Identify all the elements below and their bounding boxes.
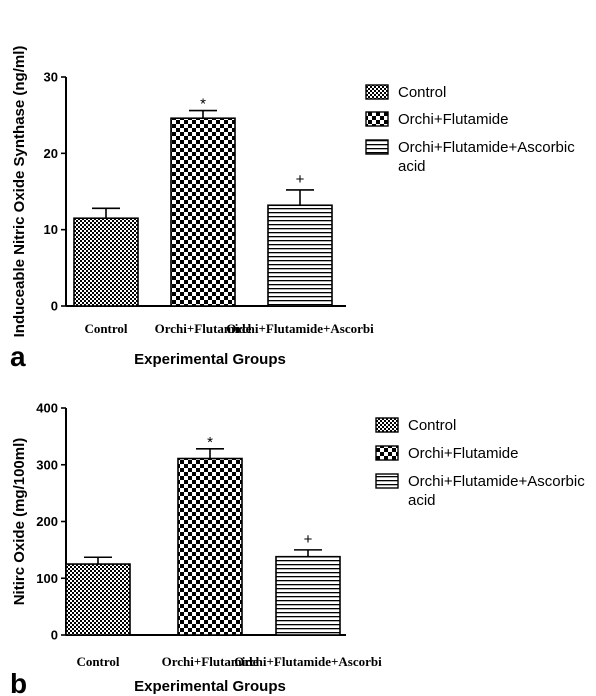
y-axis-label: Induceable Nitric Oxide Synthase (ng/ml): [11, 46, 28, 338]
significance-mark: +: [304, 531, 313, 548]
panel-b: 0 100 200 300 400 Control * Orchi+Flutamide + Orc…: [10, 401, 585, 696]
significance-mark: *: [207, 434, 213, 451]
panel-label: b: [10, 668, 27, 696]
category-label: Orchi+Flutamide: [162, 654, 259, 669]
legend-entry: Orchi+Flutamide: [398, 111, 508, 128]
category-label: Orchi+Flutamide+Ascorbi: [234, 654, 382, 669]
y-tick-label: 10: [44, 222, 58, 237]
legend-swatch: [375, 417, 399, 433]
legend-entry: Orchi+Flutamide+Ascorbic: [408, 473, 585, 490]
legend-swatch: [375, 445, 399, 461]
legend-swatch: [375, 473, 399, 489]
y-tick-label: 100: [36, 571, 58, 586]
category-label: Orchi+Flutamide: [155, 321, 252, 336]
legend-swatch: [365, 139, 389, 155]
y-tick-label: 300: [36, 457, 58, 472]
bar: [73, 217, 139, 307]
legend-swatch: [365, 111, 389, 127]
legend-entry: Orchi+Flutamide: [408, 445, 518, 462]
significance-mark: +: [296, 171, 305, 188]
bar: [177, 457, 243, 636]
legend-entry: Control: [408, 417, 456, 434]
y-tick-label: 30: [44, 70, 58, 85]
bar: [275, 555, 341, 636]
x-axis-label: Experimental Groups: [134, 678, 286, 695]
bar: [170, 117, 236, 307]
y-tick-label: 0: [51, 299, 58, 314]
significance-mark: *: [200, 96, 206, 113]
y-tick-label: 400: [36, 401, 58, 416]
legend-entry: acid: [408, 492, 436, 509]
panel-a: 0 10 20 30 Control * Orchi+Flutamide + Orchi+Flu…: [10, 46, 575, 372]
y-tick-label: 0: [51, 628, 58, 643]
bar: [267, 204, 333, 307]
category-label: Control: [84, 321, 127, 336]
y-axis-label: Nitirc Oxide (mg/100ml): [11, 438, 28, 606]
panel-label: a: [10, 341, 26, 372]
legend-entry: Orchi+Flutamide+Ascorbic: [398, 139, 575, 156]
legend-entry: acid: [398, 158, 426, 175]
y-tick-label: 200: [36, 514, 58, 529]
category-label: Orchi+Flutamide+Ascorbi: [226, 321, 374, 336]
bar: [65, 563, 131, 636]
legend-swatch: [365, 84, 389, 100]
y-tick-label: 20: [44, 146, 58, 161]
legend-entry: Control: [398, 84, 446, 101]
category-label: Control: [76, 654, 119, 669]
x-axis-label: Experimental Groups: [134, 351, 286, 368]
